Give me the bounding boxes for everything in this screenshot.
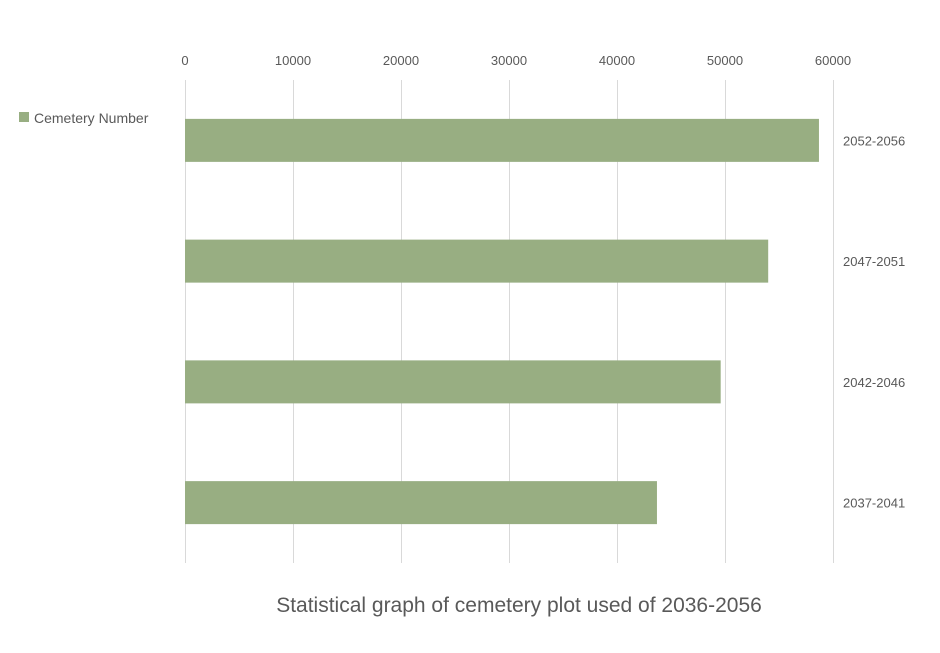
x-tick-label: 30000 xyxy=(491,53,527,68)
bars xyxy=(185,118,819,525)
category-label: 2037-2041 xyxy=(843,496,905,511)
legend-label: Cemetery Number xyxy=(34,110,149,126)
category-label: 2042-2046 xyxy=(843,375,905,390)
x-tick-label: 10000 xyxy=(275,53,311,68)
x-axis-ticks: 0 10000 20000 30000 40000 50000 60000 xyxy=(181,53,851,68)
bar xyxy=(185,118,819,162)
x-tick-label: 20000 xyxy=(383,53,419,68)
legend: Cemetery Number xyxy=(19,110,149,126)
x-tick-label: 0 xyxy=(181,53,188,68)
x-tick-label: 40000 xyxy=(599,53,635,68)
bar xyxy=(185,481,657,525)
category-label: 2047-2051 xyxy=(843,254,905,269)
category-labels: 2052-2056 2047-2051 2042-2046 2037-2041 xyxy=(843,133,905,510)
category-label: 2052-2056 xyxy=(843,133,905,148)
bar xyxy=(185,239,769,283)
bar xyxy=(185,360,721,404)
x-tick-label: 60000 xyxy=(815,53,851,68)
legend-swatch xyxy=(19,112,29,122)
chart-title: Statistical graph of cemetery plot used … xyxy=(276,594,762,617)
x-tick-label: 50000 xyxy=(707,53,743,68)
